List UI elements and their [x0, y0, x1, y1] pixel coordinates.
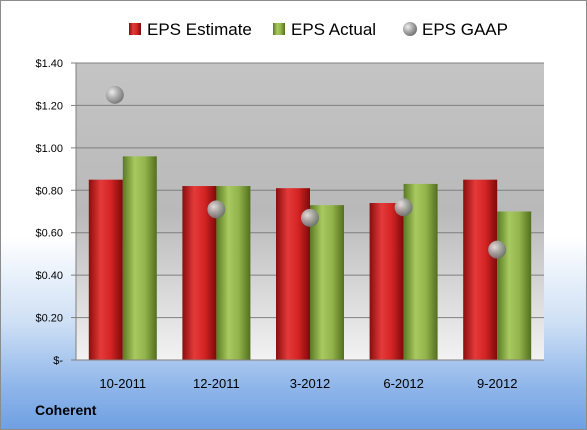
bar-eps-estimate-10-2011 [88, 179, 123, 360]
y-tick-label: $0.40 [35, 270, 63, 282]
bar-eps-actual-3-2012 [310, 205, 344, 360]
point-eps-gaap-3-2012 [301, 208, 319, 227]
bar-eps-estimate-9-2012 [463, 179, 498, 360]
y-tick-label: $1.00 [35, 143, 63, 155]
legend-label-eps-actual: EPS Actual [291, 20, 376, 39]
y-tick-label: $1.20 [35, 100, 63, 112]
x-tick-label: 6-2012 [383, 376, 423, 391]
y-axis: $- $0.20 $0.40 $0.60 $0.80 $1.00 $1.20 $1.40 [35, 58, 77, 367]
y-tick-label: $1.40 [35, 58, 63, 70]
y-tick-label: $- [53, 355, 63, 367]
y-tick-label: $0.60 [35, 228, 63, 240]
gaap-points [105, 85, 507, 259]
x-tick-label: 12-2011 [193, 376, 240, 391]
x-tick-label: 10-2011 [99, 376, 146, 391]
legend-swatch-eps-actual [273, 23, 285, 35]
bar-eps-actual-9-2012 [497, 211, 532, 360]
x-axis: 10-2011 12-2011 3-2012 6-2012 9-2012 [76, 359, 544, 391]
point-eps-gaap-9-2012 [488, 240, 507, 259]
company-name: Coherent [35, 402, 97, 418]
y-tick-label: $0.80 [35, 185, 63, 197]
legend-label-eps-estimate: EPS Estimate [147, 20, 252, 39]
bar-eps-estimate-6-2012 [369, 203, 404, 360]
bar-eps-actual-10-2011 [122, 156, 157, 360]
point-eps-gaap-12-2011 [207, 200, 226, 219]
legend-swatch-eps-estimate [129, 23, 141, 35]
point-eps-gaap-6-2012 [394, 198, 413, 217]
bars [88, 156, 532, 360]
point-eps-gaap-10-2011 [105, 85, 124, 104]
legend-swatch-eps-gaap [403, 22, 417, 36]
y-tick-label: $0.20 [35, 313, 63, 325]
x-tick-label: 9-2012 [477, 376, 517, 391]
x-tick-label: 3-2012 [290, 376, 330, 391]
legend: EPS Estimate EPS Actual EPS GAAP [129, 20, 508, 39]
legend-label-eps-gaap: EPS GAAP [422, 20, 508, 39]
